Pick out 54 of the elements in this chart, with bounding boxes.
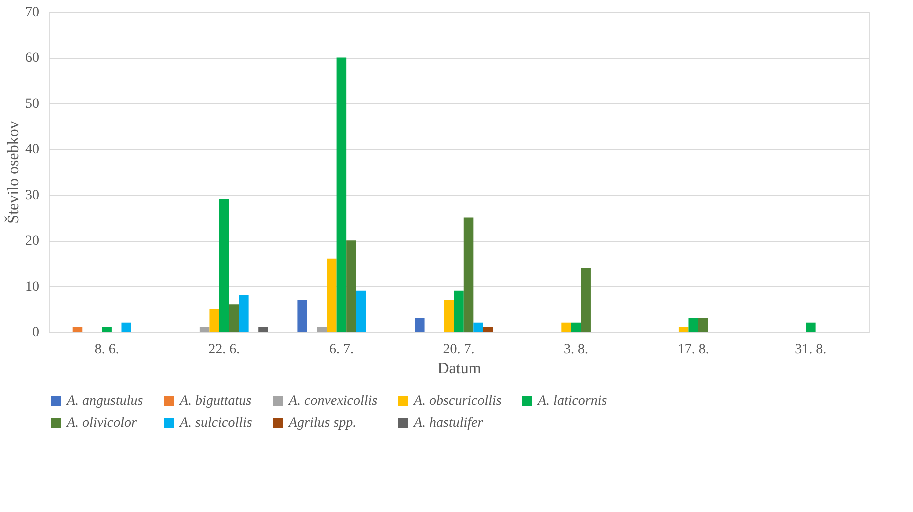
bar (474, 322, 484, 332)
bar (806, 322, 816, 332)
bar (72, 327, 83, 332)
bar (346, 240, 356, 332)
y-tick-label: 40 (26, 142, 40, 158)
bar (464, 218, 474, 332)
legend-label: A. hastulifer (413, 416, 484, 431)
y-tick-label: 0 (32, 326, 40, 340)
legend-label: A. angustulus (66, 394, 144, 409)
legend-label: A. laticornis (537, 394, 608, 409)
bar (336, 58, 347, 332)
legend-label: Agrilus spp. (288, 416, 357, 431)
x-tick-label: 8. 6. (94, 342, 120, 358)
y-tick-label: 60 (26, 51, 40, 66)
bar (356, 290, 366, 332)
x-tick-label: 22. 6. (208, 342, 240, 358)
y-tick-label: 50 (26, 96, 40, 112)
bar (229, 304, 240, 332)
bar (688, 318, 699, 332)
bar (102, 327, 112, 332)
bar (317, 327, 328, 332)
bar (200, 327, 210, 332)
bar (483, 327, 494, 332)
bar (444, 300, 454, 332)
legend-label: A. obscuricollis (413, 394, 502, 409)
x-tick-label: 17. 8. (678, 342, 710, 358)
legend-label: A. biguttatus (179, 394, 252, 409)
bar (581, 268, 591, 332)
bar (122, 322, 132, 332)
legend-label: A. convexicollis (288, 394, 378, 409)
bar (415, 318, 425, 332)
x-tick-label: 20. 7. (443, 342, 475, 358)
legend-label: A. sulcicollis (179, 416, 253, 431)
bar (571, 322, 582, 332)
bar (698, 318, 708, 332)
y-tick-label: 10 (26, 280, 40, 295)
y-tick-label: 70 (26, 6, 40, 20)
x-tick-label: 31. 8. (795, 342, 827, 358)
bar (298, 300, 308, 332)
y-tick-label: 30 (26, 188, 40, 204)
bar (210, 309, 220, 332)
bar (678, 327, 689, 332)
bar (454, 290, 464, 332)
x-axis-title: Datum (438, 360, 482, 378)
bar (258, 327, 268, 332)
y-tick-label: 20 (26, 234, 40, 250)
x-tick-label: 6. 7. (329, 342, 354, 358)
bar (239, 295, 249, 332)
bar (562, 322, 572, 332)
legend-label: A. olivicolor (66, 416, 138, 431)
x-tick-label: 3. 8. (564, 342, 589, 358)
y-axis-title: Število osebkov (4, 121, 22, 224)
bar (327, 258, 337, 332)
bar (219, 199, 230, 332)
